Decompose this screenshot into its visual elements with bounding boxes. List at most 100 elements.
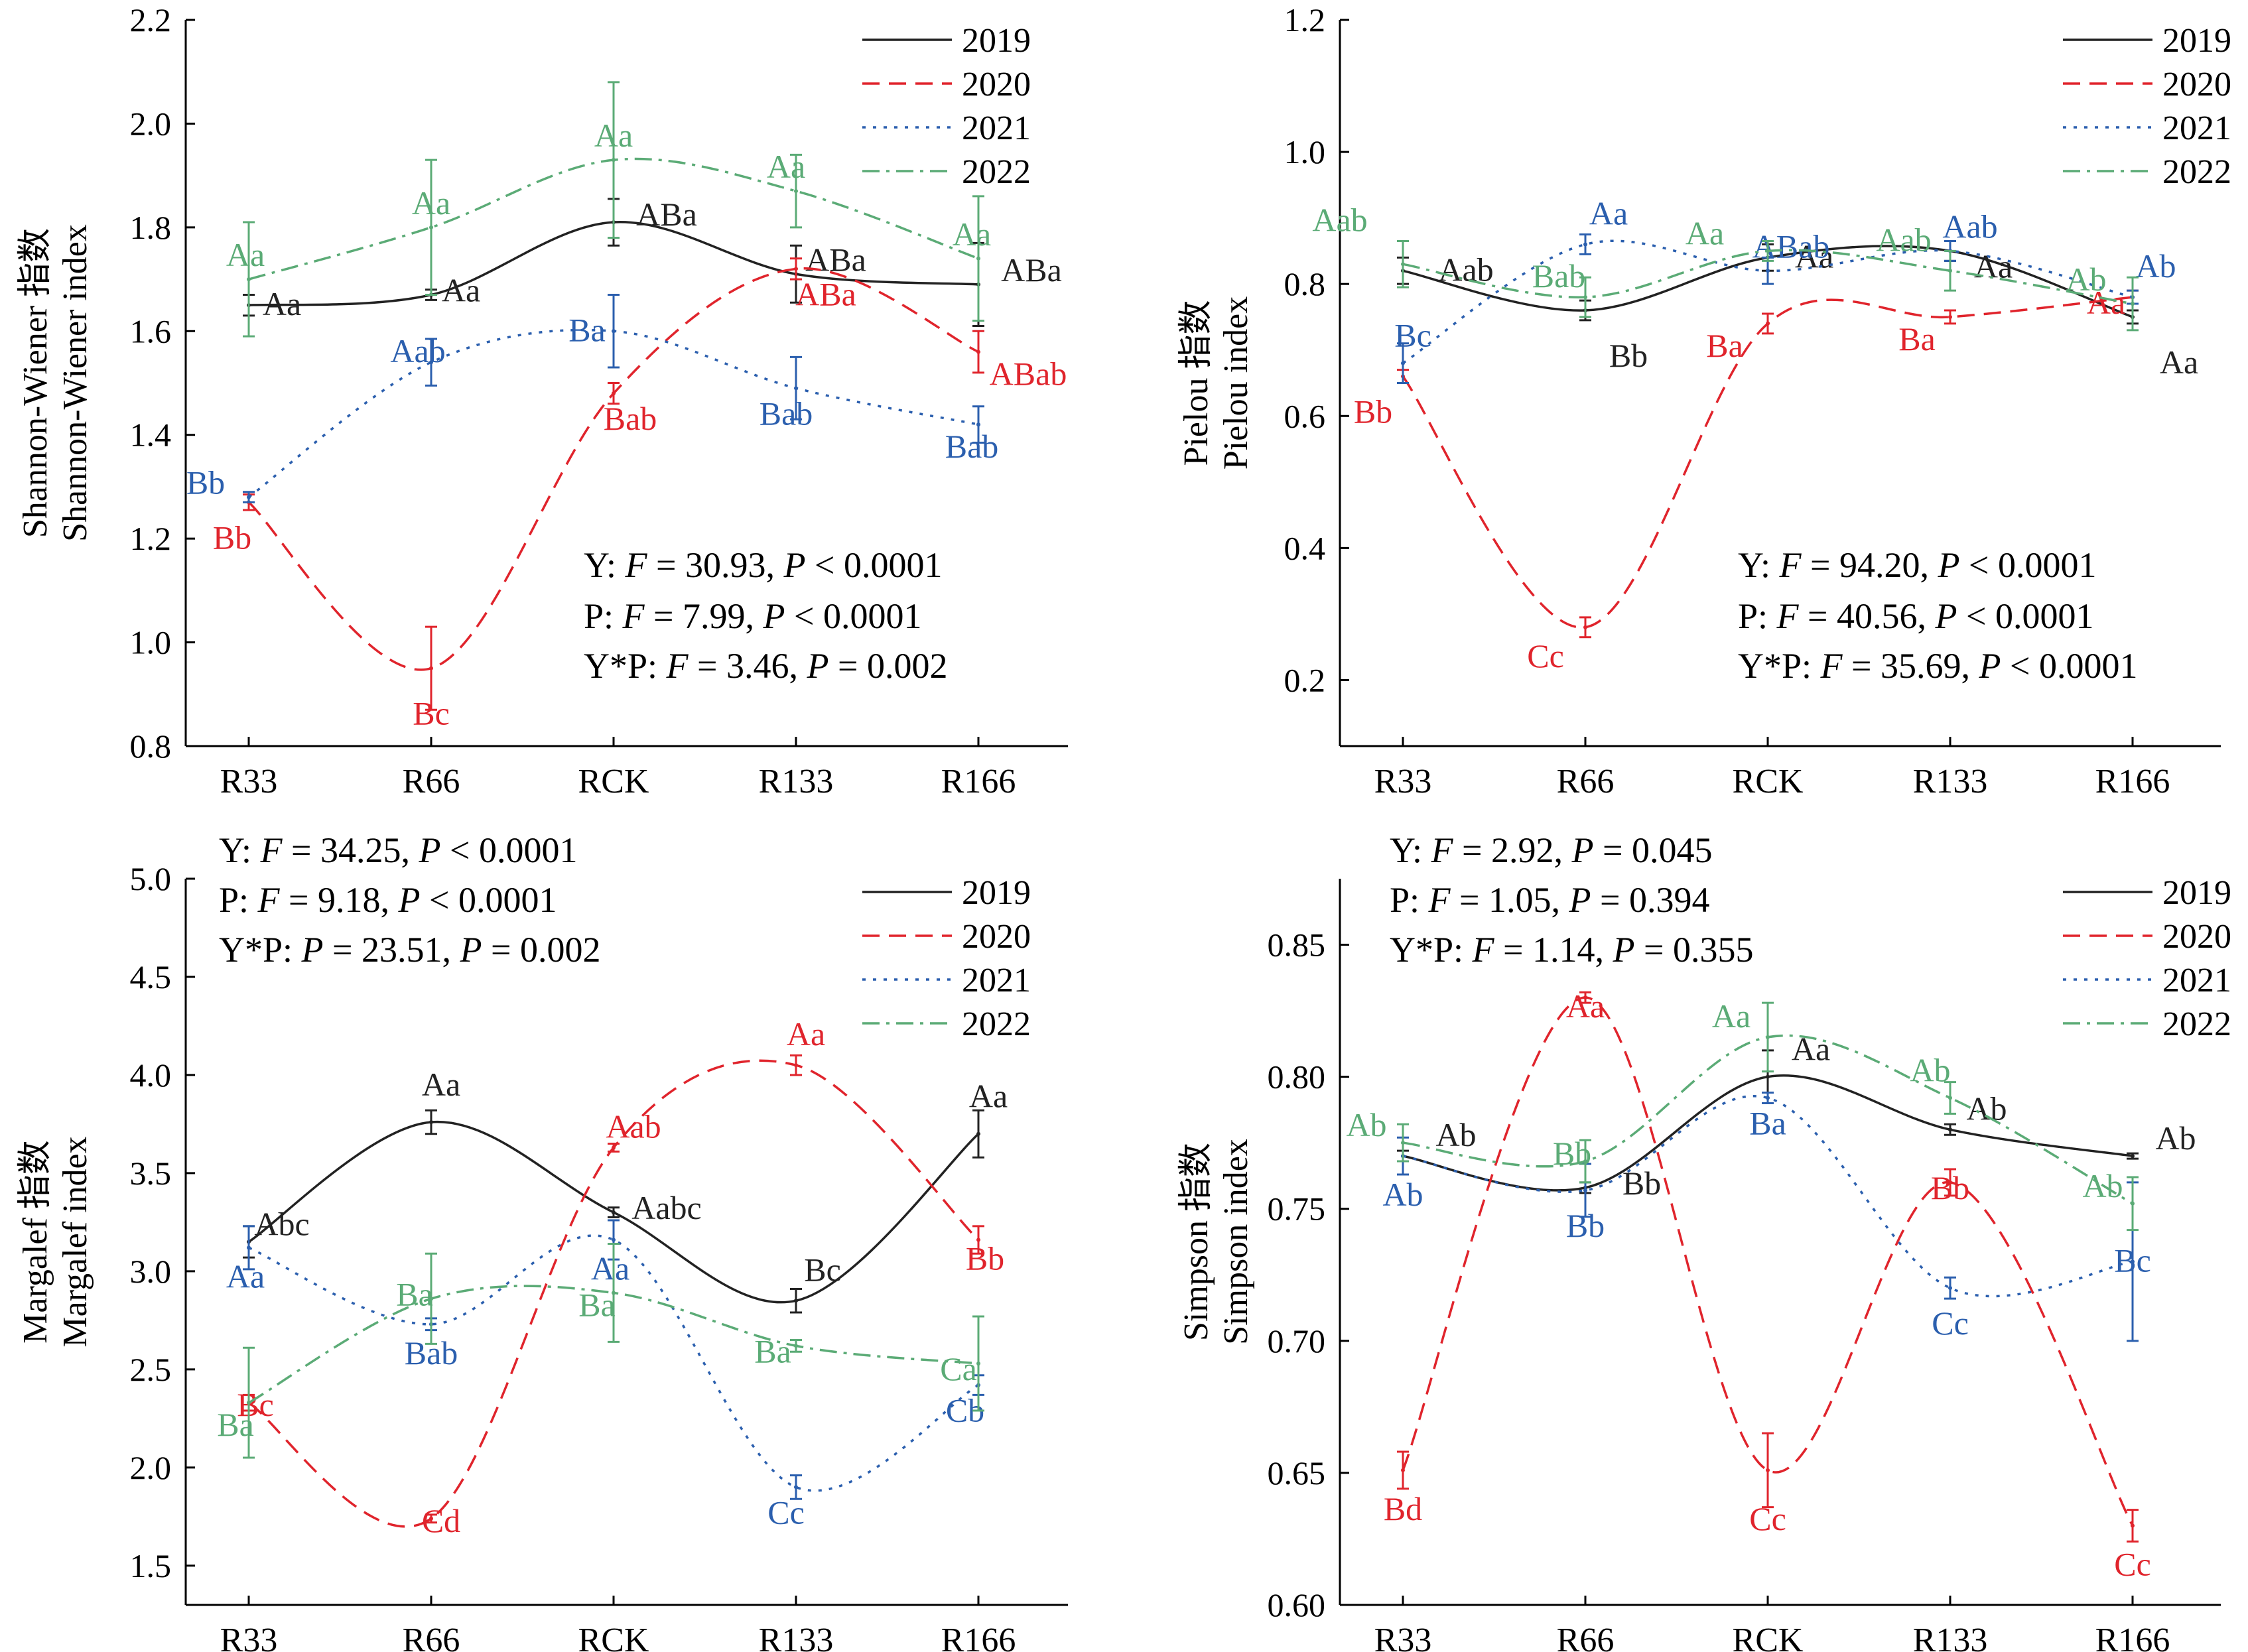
data-label: Aa	[1712, 997, 1751, 1035]
data-point	[1401, 1141, 1405, 1145]
legend-label-2021: 2021	[2162, 962, 2231, 999]
data-label: Ba	[754, 1332, 791, 1369]
data-point	[612, 391, 616, 396]
data-point	[2131, 1154, 2135, 1159]
data-label: Aa	[594, 117, 633, 154]
data-point	[429, 666, 433, 670]
data-point	[794, 1485, 798, 1490]
data-point	[612, 158, 616, 162]
y-axis-label-cn: Margalef 指数	[17, 1140, 54, 1344]
data-label: Aa	[2160, 344, 2198, 381]
data-point	[976, 1131, 980, 1136]
y-tick-label: 0.80	[1268, 1058, 1326, 1096]
data-point	[976, 1361, 980, 1366]
stats-annotation: Y: F = 2.92, P = 0.045	[1390, 830, 1712, 870]
data-point	[1583, 1188, 1587, 1192]
x-tick-label: RCK	[1733, 763, 1804, 800]
data-label: Aab	[1312, 201, 1367, 238]
data-point	[1948, 1096, 1952, 1100]
data-point	[2131, 1201, 2135, 1206]
data-label: Aabc	[631, 1189, 702, 1226]
x-tick-label: RCK	[1733, 1621, 1804, 1652]
y-tick-label: 1.0	[130, 624, 172, 661]
y-tick-label: 3.5	[130, 1155, 172, 1192]
data-label: Aa	[226, 236, 265, 273]
data-label: Bc	[804, 1251, 841, 1288]
y-tick-label: 4.5	[130, 958, 172, 995]
y-tick-label: 4.0	[130, 1056, 172, 1094]
x-tick-label: R66	[1557, 1621, 1615, 1652]
y-axis-label-en: Shannon-Wiener index	[56, 224, 94, 542]
data-point	[1948, 1127, 1952, 1132]
y-tick-label: 0.75	[1268, 1190, 1326, 1228]
data-label: Ab	[1910, 1051, 1950, 1088]
y-tick-label: 2.0	[130, 1449, 172, 1486]
y-tick-label: 0.4	[1284, 529, 1326, 566]
data-point	[1948, 269, 1952, 273]
data-label: Aa	[1792, 1031, 1830, 1068]
data-label: Ba	[568, 311, 606, 348]
data-label: ABab	[1752, 227, 1830, 265]
stats-annotation: P: F = 9.18, P < 0.0001	[219, 880, 557, 920]
data-point	[612, 1210, 616, 1215]
data-label: ABa	[636, 196, 697, 233]
data-point	[1766, 1074, 1770, 1079]
shannon-panel: 0.8 1.0 1.2 1.4 1.6 1.8 2.0 2.2 R33 R66 RCK R133 R16…	[17, 1, 1068, 800]
data-label: Bab	[760, 395, 813, 432]
x-tick-label: R166	[2095, 763, 2170, 800]
legend-label-2019: 2019	[962, 874, 1031, 912]
legend-label-2021: 2021	[2162, 109, 2231, 147]
legend-label-2021: 2021	[962, 109, 1031, 147]
legend-label-2020: 2020	[962, 66, 1031, 103]
stats-annotation: P: F = 1.05, P = 0.394	[1390, 880, 1709, 920]
data-label: Cc	[1527, 637, 1564, 674]
legend-label-2019: 2019	[2162, 874, 2231, 912]
data-point	[2131, 1259, 2135, 1264]
data-point	[1583, 625, 1587, 629]
y-axis-label-cn: Shannon-Wiener 指数	[17, 228, 54, 538]
data-label: Aa	[1589, 194, 1628, 231]
x-tick-label: R166	[941, 763, 1016, 800]
data-point	[1401, 1468, 1405, 1472]
data-label: Bb	[1931, 1169, 1969, 1206]
data-point	[1766, 321, 1770, 326]
margalef-panel: 1.5 2.0 2.5 3.0 3.5 4.0 4.5 5.0 R33 R66 RCK R133 R16…	[17, 830, 1068, 1652]
data-label: Aa	[2087, 284, 2125, 321]
data-label: Bab	[945, 428, 999, 465]
data-point	[1583, 295, 1587, 300]
data-label: Bc	[413, 695, 450, 732]
data-point	[2131, 302, 2135, 306]
data-label: ABab	[990, 355, 1067, 393]
data-label: Aa	[969, 1078, 1008, 1115]
y-tick-label: 0.8	[130, 728, 172, 765]
y-axis-label-cn: Pielou 指数	[1177, 300, 1215, 466]
data-label: Ab	[1435, 1116, 1476, 1153]
data-label: Ba	[1898, 320, 1936, 357]
data-point	[2131, 1523, 2135, 1528]
y-tick-label: 1.0	[1284, 133, 1326, 170]
series-line-2020	[1402, 296, 2133, 629]
data-point	[794, 1063, 798, 1068]
data-point	[1766, 1468, 1770, 1472]
data-label: Ab	[2082, 1167, 2123, 1204]
y-axis-label-en: Pielou index	[1217, 296, 1255, 470]
data-point	[794, 1299, 798, 1303]
data-point	[1583, 995, 1587, 1000]
legend-label-2021: 2021	[962, 962, 1031, 999]
data-label: Aa	[767, 148, 805, 185]
x-tick-label: R66	[1557, 763, 1615, 800]
series-line-2020	[1402, 996, 2134, 1527]
x-tick-label: R66	[403, 1621, 460, 1652]
data-point	[1766, 1096, 1770, 1100]
data-label: Ab	[1346, 1106, 1386, 1143]
data-label: Aa	[591, 1250, 629, 1287]
stats-annotation: P: F = 7.99, P < 0.0001	[584, 596, 921, 636]
x-tick-label: R33	[220, 1621, 278, 1652]
data-label: ABa	[795, 275, 856, 312]
data-label: Ba	[1706, 327, 1743, 364]
x-tick-label: R166	[2095, 1621, 2170, 1652]
y-tick-label: 1.2	[1284, 1, 1326, 38]
legend-label-2019: 2019	[2162, 22, 2231, 60]
legend-label-2019: 2019	[962, 22, 1031, 60]
data-point	[429, 1119, 433, 1124]
